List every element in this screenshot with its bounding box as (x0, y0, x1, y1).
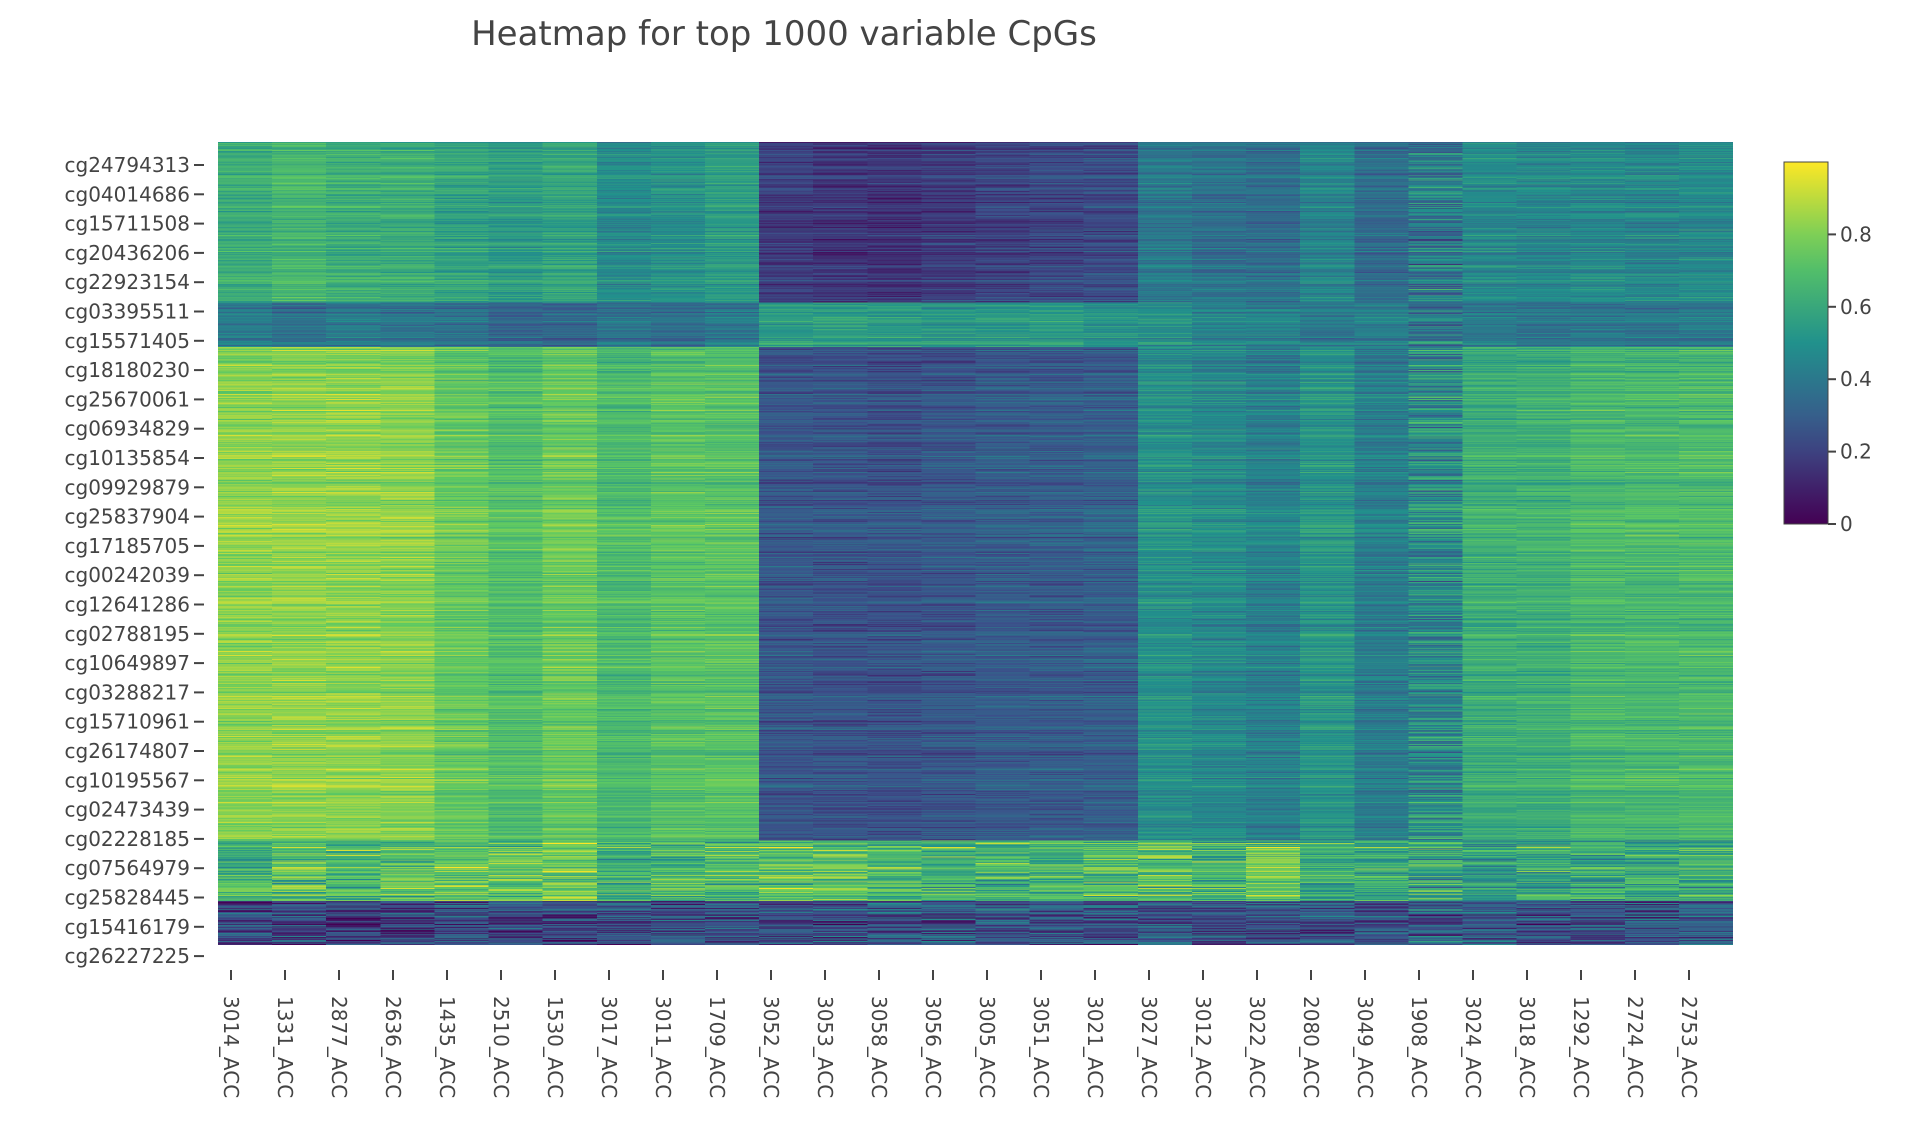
x-tick-label: 1331_ACC (273, 996, 297, 1098)
y-tick-label: cg09929879 (65, 475, 191, 499)
y-tick-label: cg15571405 (65, 329, 191, 353)
y-tick-label: cg17185705 (65, 534, 191, 558)
x-tick-label: 3056_ACC (921, 996, 945, 1098)
x-tick-label: 1530_ACC (543, 996, 567, 1098)
colorbar-tick-label: 0.4 (1840, 367, 1872, 391)
y-tick-label: cg25837904 (65, 505, 191, 529)
x-tick-label: 3024_ACC (1461, 996, 1485, 1098)
x-tick-label: 3014_ACC (219, 996, 243, 1098)
colorbar-tick-label: 0 (1840, 512, 1853, 536)
x-tick-label: 3018_ACC (1515, 996, 1539, 1098)
x-tick-label: 2080_ACC (1299, 996, 1323, 1098)
x-tick-label: 3049_ACC (1353, 996, 1377, 1098)
y-tick-label: cg18180230 (65, 358, 191, 382)
y-tick-label: cg24794313 (65, 153, 191, 177)
x-tick-label: 3027_ACC (1137, 996, 1161, 1098)
y-tick-label: cg26227225 (65, 944, 191, 968)
y-tick-label: cg10195567 (65, 768, 191, 792)
y-tick-label: cg10649897 (65, 651, 191, 675)
x-tick-label: 2724_ACC (1623, 996, 1647, 1098)
x-tick-label: 1435_ACC (435, 996, 459, 1098)
colorbar-tick-label: 0.2 (1840, 440, 1872, 464)
y-tick-label: cg25828445 (65, 886, 191, 910)
x-tick-label: 3005_ACC (975, 996, 999, 1098)
x-tick-label: 3021_ACC (1083, 996, 1107, 1098)
y-tick-label: cg22923154 (65, 270, 191, 294)
x-tick-label: 2636_ACC (381, 996, 405, 1098)
y-tick-label: cg26174807 (65, 739, 191, 763)
y-tick-label: cg02228185 (65, 827, 191, 851)
y-tick-label: cg07564979 (65, 856, 191, 880)
x-tick-label: 3017_ACC (597, 996, 621, 1098)
y-tick-label: cg25670061 (65, 387, 191, 411)
colorbar-gradient (1783, 161, 1829, 525)
x-tick-label: 2753_ACC (1677, 996, 1701, 1098)
plot-area (218, 142, 1733, 945)
x-tick-label: 3053_ACC (813, 996, 837, 1098)
x-tick-label: 3051_ACC (1029, 996, 1053, 1098)
y-tick-label: cg04014686 (65, 182, 191, 206)
x-tick-label: 1709_ACC (705, 996, 729, 1098)
x-tick-label: 1292_ACC (1569, 996, 1593, 1098)
x-tick-label: 2510_ACC (489, 996, 513, 1098)
colorbar-tick-label: 0.8 (1840, 222, 1872, 246)
y-tick-label: cg02788195 (65, 622, 191, 646)
x-tick-label: 1908_ACC (1407, 996, 1431, 1098)
y-tick-label: cg06934829 (65, 417, 191, 441)
x-tick-label: 3058_ACC (867, 996, 891, 1098)
x-tick-label: 3022_ACC (1245, 996, 1269, 1098)
x-axis: 3014_ACC 1331_ACC 2877_ACC 2636_ACC 1435_ACC… (219, 970, 1701, 1098)
y-tick-label: cg15416179 (65, 915, 191, 939)
y-tick-label: cg20436206 (65, 241, 191, 265)
y-tick-label: cg02473439 (65, 798, 191, 822)
x-tick-label: 3012_ACC (1191, 996, 1215, 1098)
x-tick-label: 3011_ACC (651, 996, 675, 1098)
heatmap-cells (218, 142, 1733, 945)
y-axis: cg24794313 cg04014686 cg15711508 cg20436206… (65, 153, 204, 968)
y-tick-label: cg03288217 (65, 680, 191, 704)
y-tick-label: cg15711508 (65, 212, 191, 236)
x-tick-label: 3052_ACC (759, 996, 783, 1098)
colorbar: 0 0.2 0.4 0.6 0.8 (1783, 161, 1872, 536)
y-tick-label: cg15710961 (65, 710, 191, 734)
y-tick-label: cg10135854 (65, 446, 191, 470)
y-tick-label: cg12641286 (65, 593, 191, 617)
colorbar-tick-label: 0.6 (1840, 295, 1872, 319)
y-tick-label: cg00242039 (65, 563, 191, 587)
y-tick-label: cg03395511 (65, 300, 191, 324)
chart-title: Heatmap for top 1000 variable CpGs (471, 14, 1097, 54)
x-tick-label: 2877_ACC (327, 996, 351, 1098)
